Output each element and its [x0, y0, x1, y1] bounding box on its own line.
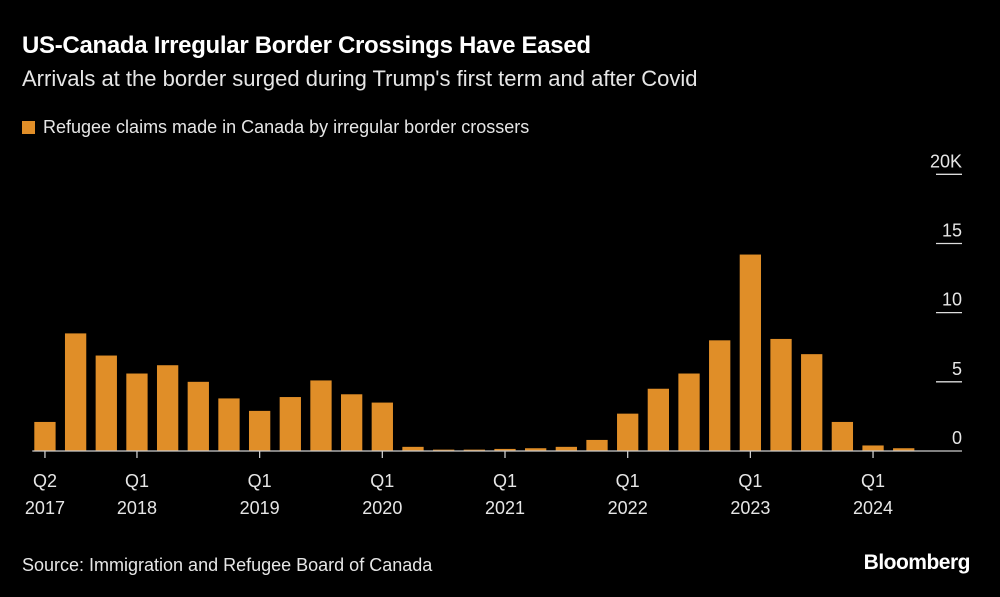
- bar: [739, 254, 762, 451]
- x-tick-label: Q1: [125, 471, 149, 491]
- x-tick-label: Q1: [616, 471, 640, 491]
- x-tick-label: Q1: [861, 471, 885, 491]
- legend-label: Refugee claims made in Canada by irregul…: [43, 117, 530, 137]
- y-tick-label: 10: [942, 290, 962, 310]
- bloomberg-logo: Bloomberg: [863, 551, 971, 574]
- source-note: Source: Immigration and Refugee Board of…: [22, 555, 433, 575]
- legend-swatch: [22, 121, 35, 134]
- bar: [586, 439, 608, 451]
- bar: [310, 380, 332, 451]
- bar: [187, 381, 209, 451]
- bar: [893, 448, 915, 451]
- x-tick-label: Q1: [493, 471, 517, 491]
- chart-subtitle: Arrivals at the border surged during Tru…: [22, 66, 698, 91]
- bar: [371, 402, 393, 451]
- y-tick-label: 15: [942, 220, 962, 240]
- x-tick-label: Q1: [248, 471, 272, 491]
- y-tick-label: 20K: [930, 151, 962, 171]
- x-tick-year: 2024: [853, 498, 893, 518]
- bar: [770, 338, 792, 451]
- bar: [678, 373, 700, 451]
- bar: [617, 413, 639, 451]
- bar: [64, 333, 87, 451]
- bar: [341, 394, 363, 451]
- y-tick-label: 5: [952, 359, 962, 379]
- bar: [218, 398, 240, 451]
- bar: [525, 448, 547, 451]
- bar: [494, 448, 516, 451]
- bar: [709, 340, 731, 451]
- bar: [831, 421, 854, 451]
- bar: [402, 446, 424, 451]
- x-tick-label: Q1: [738, 471, 762, 491]
- x-tick-year: 2019: [240, 498, 280, 518]
- bar: [248, 410, 271, 451]
- bar: [862, 445, 884, 451]
- legend: Refugee claims made in Canada by irregul…: [22, 117, 529, 138]
- chart-title: US-Canada Irregular Border Crossings Hav…: [22, 32, 591, 59]
- x-tick-year: 2017: [25, 498, 65, 518]
- bar: [463, 449, 485, 451]
- x-tick-year: 2018: [117, 498, 157, 518]
- bar: [156, 365, 179, 451]
- bar: [801, 354, 823, 451]
- x-tick-year: 2020: [362, 498, 402, 518]
- x-tick-year: 2023: [730, 498, 770, 518]
- bar: [126, 373, 148, 451]
- x-tick-year: 2021: [485, 498, 525, 518]
- bar: [34, 421, 56, 451]
- x-tick-label: Q1: [370, 471, 394, 491]
- y-tick-label: 0: [952, 428, 962, 448]
- bar: [279, 397, 301, 451]
- bar: [647, 388, 669, 451]
- x-tick-year: 2022: [608, 498, 648, 518]
- x-tick-label: Q2: [33, 471, 57, 491]
- bar: [95, 355, 117, 451]
- bar: [555, 446, 577, 451]
- bar: [433, 449, 455, 451]
